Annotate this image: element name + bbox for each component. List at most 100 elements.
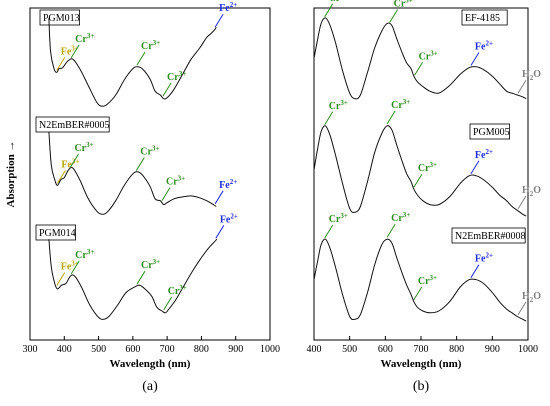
x-tick-label: 400 (57, 344, 72, 355)
plot-frame (29, 7, 271, 341)
peak-ion: Cr (168, 286, 180, 297)
sample-label-box: PGM005 (469, 123, 510, 140)
peak-ion: Cr (141, 41, 153, 52)
peak-leader-line (470, 264, 480, 278)
peak-ion: Fe (475, 254, 486, 265)
peak-label: Cr3+ (75, 248, 94, 261)
sample-label-box: PGM013 (39, 9, 80, 26)
peak-ion: Cr (329, 214, 341, 225)
panel-label: (a) (142, 379, 158, 394)
sample-name: EF-4185 (465, 13, 500, 24)
peak-ion: Cr (74, 143, 86, 154)
peak-leader-line (389, 9, 399, 23)
x-tick-label: 800 (449, 344, 464, 355)
peak-leader-line (517, 301, 527, 316)
sample-label-box: EF-4185 (461, 9, 508, 26)
peak-label: Fe3+ (61, 157, 79, 170)
peak-label: Cr3+ (418, 161, 437, 174)
peak-ion: Fe (219, 180, 230, 191)
peak-ion: Cr (329, 101, 341, 112)
peak-ion: Cr (419, 51, 431, 62)
peak-leader-line (56, 272, 66, 286)
x-tick-label: 500 (91, 344, 106, 355)
peak-ion: Fe (475, 150, 486, 161)
peak-charge: 3+ (430, 274, 438, 282)
spectrum-line (48, 238, 218, 320)
spectrum-line (313, 125, 527, 217)
peak-charge: 3+ (153, 39, 161, 47)
peak-charge: 3+ (72, 157, 80, 165)
peak-leader-line (70, 153, 79, 168)
peak-charge: 3+ (403, 211, 411, 219)
peak-leader-line (324, 3, 334, 18)
peak-tail: O (533, 185, 541, 196)
peak-charge: 3+ (179, 70, 187, 78)
peak-label: Cr3+ (391, 98, 410, 111)
x-tick-label: 400 (307, 344, 322, 355)
peak-leader-line (214, 190, 224, 205)
peak-charge: 2+ (230, 178, 238, 186)
peak-charge: 3+ (152, 145, 160, 153)
peak-label: Fe2+ (475, 148, 493, 161)
peak-leader-line (517, 79, 527, 94)
sample-label-frame (451, 227, 526, 244)
peak-charge: 2+ (485, 148, 493, 156)
peak-ion: Fe (61, 46, 72, 57)
peak-ion: Cr (141, 260, 153, 271)
peak-label: Fe2+ (475, 39, 493, 52)
peak-ion: Cr (167, 72, 179, 83)
sample-label-frame (39, 9, 80, 26)
x-tick-label: 900 (485, 344, 500, 355)
peak-label: Cr3+ (391, 211, 410, 224)
peak-leader-line (414, 62, 424, 76)
y-axis-title: Absorption → (5, 141, 17, 208)
peak-label: Cr3+ (394, 0, 413, 10)
peak-charge: 3+ (340, 99, 348, 107)
peak-leader-line (57, 170, 66, 184)
peak-tail: O (533, 69, 541, 80)
peak-leader-line (56, 57, 66, 71)
peak-label: Cr3+ (140, 145, 159, 158)
peak-leader-line (70, 260, 80, 275)
peak-label: Fe2+ (219, 178, 237, 191)
peak-subscript: 2 (530, 74, 534, 82)
peak-ion: Fe (61, 262, 72, 273)
peak-ion: Fe (220, 214, 231, 225)
peak-ion: Cr (75, 34, 87, 45)
peak-charge: 3+ (340, 212, 348, 220)
peak-ion: Cr (418, 276, 430, 287)
peak-ion: Fe (61, 159, 72, 170)
peak-charge: 3+ (87, 248, 95, 256)
peak-label: Fe3+ (61, 260, 79, 273)
peak-ion: Cr (166, 177, 178, 188)
x-tick-label: 700 (160, 344, 175, 355)
peak-label: Fe2+ (220, 212, 238, 225)
peak-label: Cr3+ (167, 70, 186, 83)
sample-name: N2EmBER#0008 (455, 231, 526, 242)
sample-label-frame (461, 9, 508, 26)
x-tick-label: 600 (378, 344, 393, 355)
sample-name: PGM014 (39, 228, 76, 239)
peak-tail: O (533, 291, 541, 302)
peak-label: Cr3+ (141, 39, 160, 52)
peak-leader-line (163, 296, 173, 311)
peak-leader-line (70, 44, 80, 59)
peak-charge: 3+ (179, 284, 187, 292)
sample-name: N2EmBER#0005 (39, 120, 110, 131)
peak-label: Cr3+ (141, 258, 160, 271)
peak-charge: 3+ (430, 161, 438, 169)
peak-leader-line (470, 52, 480, 66)
sample-label-box: PGM014 (35, 224, 76, 241)
peak-label: Cr3+ (74, 141, 93, 154)
peak-charge: 3+ (87, 32, 95, 40)
peak-charge: 3+ (71, 44, 79, 52)
peak-charge: 2+ (230, 212, 238, 220)
peak-leader-line (413, 286, 423, 301)
peak-leader-line (324, 224, 334, 239)
peak-ion: Cr (418, 163, 430, 174)
panel-label: (b) (413, 379, 430, 394)
x-tick-label: 800 (194, 344, 209, 355)
peak-charge: 2+ (485, 39, 493, 47)
peak-ion: Cr (140, 147, 152, 158)
